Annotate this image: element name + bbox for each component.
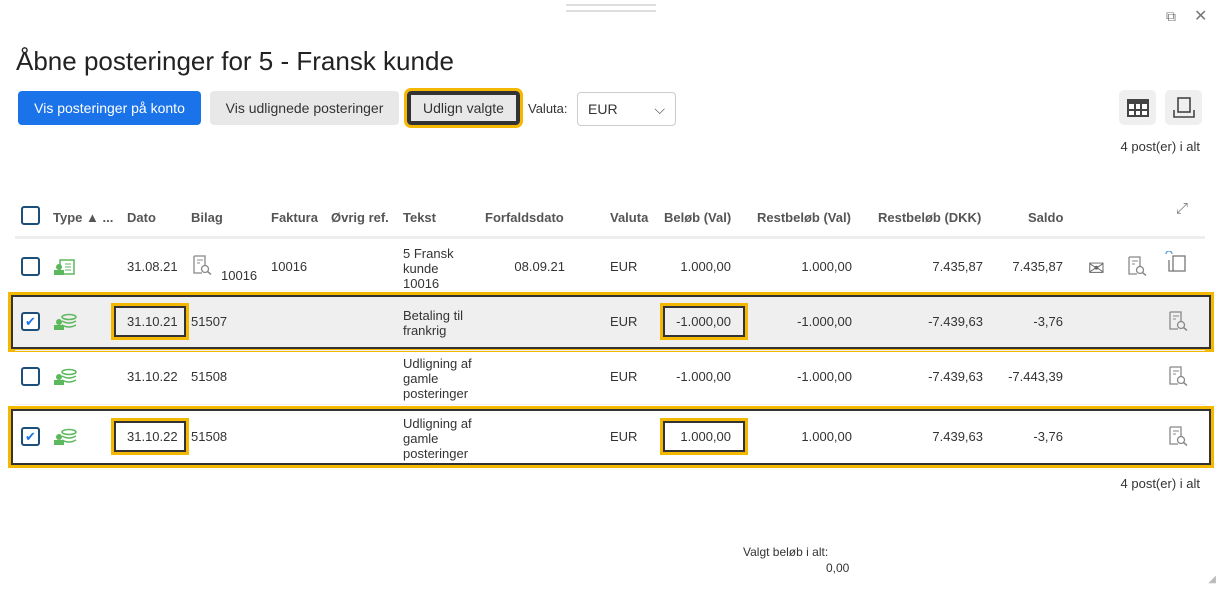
currency-value: EUR (588, 101, 618, 117)
remaining-amount-cell: 1.000,00 (801, 429, 852, 444)
payment-type-icon (53, 368, 77, 389)
remaining-dkk-cell: 7.439,63 (932, 429, 983, 444)
date-cell: 31.10.22 (127, 429, 178, 444)
close-icon[interactable]: ✕ (1194, 8, 1208, 25)
currency-select[interactable]: EUR ⌵ (577, 92, 676, 126)
view-document-icon[interactable] (192, 255, 212, 278)
payment-type-icon (53, 428, 77, 449)
column-header[interactable]: Bilag (191, 210, 223, 225)
row-checkbox[interactable]: ✔ (21, 427, 40, 446)
print-button[interactable] (1165, 90, 1202, 125)
view-document-icon[interactable] (1127, 256, 1147, 279)
column-header[interactable]: Dato (127, 210, 156, 225)
amount-cell: -1.000,00 (676, 314, 731, 329)
remaining-dkk-cell: 7.435,87 (932, 259, 983, 274)
page-title: Åbne posteringer for 5 - Fransk kunde (16, 46, 454, 76)
voucher-cell[interactable]: 10016 (221, 268, 258, 283)
text-cell: Betaling til frankrig (403, 301, 478, 346)
amount-cell: 1.000,00 (680, 259, 731, 274)
currency-label: Valuta: (528, 101, 568, 116)
show-on-account-button[interactable]: Vis posteringer på konto (18, 91, 201, 125)
balance-cell: -3,76 (1033, 429, 1063, 444)
print-icon (1172, 96, 1195, 118)
amount-cell: -1.000,00 (676, 369, 731, 384)
table-icon (1126, 98, 1149, 117)
remaining-dkk-cell: -7.439,63 (928, 369, 983, 384)
amount-cell: 1.000,00 (680, 429, 731, 444)
row-highlight-box (8, 406, 1214, 468)
select-all-checkbox[interactable] (21, 206, 40, 225)
remaining-amount-cell: -1.000,00 (797, 314, 852, 329)
drag-handle[interactable] (566, 4, 656, 12)
selected-amount-value: 0,00 (826, 561, 850, 575)
invoice-cell: 10016 (271, 259, 308, 274)
invoice-type-icon (53, 258, 75, 279)
amount-highlight-box (660, 303, 748, 340)
date-cell: 31.10.21 (127, 314, 178, 329)
remaining-dkk-cell: -7.439,63 (928, 314, 983, 329)
voucher-cell[interactable]: 51507 (191, 314, 228, 329)
view-document-icon[interactable] (1168, 366, 1188, 389)
column-header[interactable]: Øvrig ref. (331, 210, 389, 225)
copy-sync-icon[interactable] (1164, 250, 1188, 276)
row-checkbox[interactable]: ✔ (21, 312, 40, 331)
amount-highlight-box (660, 418, 748, 455)
balance-cell: 7.435,87 (1012, 259, 1063, 274)
currency-cell: EUR (610, 369, 638, 384)
row-divider (15, 404, 1205, 405)
row-checkbox[interactable] (21, 257, 40, 276)
currency-cell: EUR (610, 314, 638, 329)
currency-cell: EUR (610, 259, 638, 274)
view-document-icon[interactable] (1168, 426, 1188, 449)
record-count-bottom: 4 post(er) i alt (1120, 476, 1200, 491)
header-divider (15, 236, 1205, 239)
text-cell: Udligning af gamle posteringer (403, 416, 478, 461)
resize-handle[interactable]: ◢ (1208, 574, 1216, 585)
columns-button[interactable] (1119, 90, 1156, 125)
currency-cell: EUR (610, 429, 638, 444)
voucher-cell[interactable]: 51508 (191, 429, 228, 444)
column-header[interactable]: Restbeløb (Val) (757, 210, 851, 225)
text-value: Betaling til frankrig (403, 308, 463, 338)
row-highlight-bg (12, 294, 1212, 350)
date-cell: 31.10.22 (127, 369, 178, 384)
column-header[interactable]: Beløb (Val) (664, 210, 732, 225)
selected-amount-label: Valgt beløb i alt: (743, 545, 829, 559)
restore-window-icon[interactable]: ⧉ (1166, 8, 1176, 24)
balance-cell: -3,76 (1033, 314, 1063, 329)
chevron-down-icon: ⌵ (654, 100, 665, 117)
column-header[interactable]: Forfaldsdato (485, 210, 564, 225)
column-header[interactable]: Saldo (1028, 210, 1064, 225)
voucher-cell[interactable]: 51508 (191, 369, 228, 384)
column-header[interactable]: Valuta (610, 210, 649, 225)
remaining-amount-cell: -1.000,00 (797, 369, 852, 384)
settle-selected-button[interactable]: Udlign valgte (404, 88, 523, 128)
date-highlight-box (111, 418, 189, 455)
record-count-top: 4 post(er) i alt (1120, 139, 1200, 154)
column-header[interactable]: Restbeløb (DKK) (878, 210, 982, 225)
show-settled-button[interactable]: Vis udlignede posteringer (210, 91, 399, 125)
expand-icon[interactable]: ⤢ (1176, 200, 1189, 217)
text-value: 5 Fransk kunde 10016 (403, 245, 454, 291)
row-divider (15, 350, 1205, 351)
row-checkbox[interactable] (21, 367, 40, 386)
due-date-cell: 08.09.21 (514, 259, 565, 274)
column-header[interactable]: Faktura (271, 210, 318, 225)
balance-cell: -7.443,39 (1008, 369, 1063, 384)
payment-type-icon (53, 313, 77, 334)
remaining-amount-cell: 1.000,00 (801, 259, 852, 274)
text-value: Udligning af gamle posteringer (403, 415, 472, 461)
view-document-icon[interactable] (1168, 311, 1188, 334)
column-header[interactable]: Tekst (403, 210, 436, 225)
email-icon[interactable]: ✉ (1088, 258, 1105, 280)
text-cell: Udligning af gamle posteringer (403, 356, 478, 401)
date-highlight-box (111, 303, 189, 340)
text-value: Udligning af gamle posteringer (403, 355, 472, 401)
date-cell: 31.08.21 (127, 259, 178, 274)
text-cell: 5 Fransk kunde 10016 (403, 246, 478, 291)
column-header[interactable]: Type ▲ ... (53, 210, 114, 225)
